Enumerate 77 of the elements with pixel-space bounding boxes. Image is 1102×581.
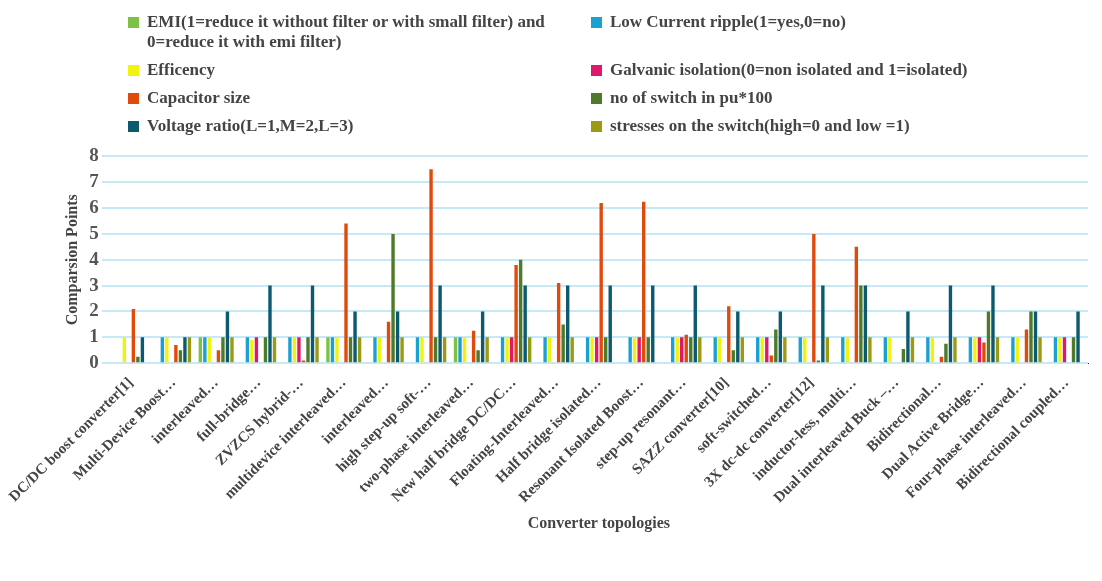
bar [344,223,348,363]
bar [906,311,910,363]
legend-label: EMI(1=reduce it without filter or with small filter) and 0=reduce it with emi filter) [147,12,546,52]
bar [1011,337,1015,363]
bar [888,337,892,363]
y-tick-label: 3 [89,273,99,295]
bar [1038,337,1042,363]
bar [599,202,603,363]
bar [944,343,948,363]
bar [505,337,509,363]
bar [543,337,547,363]
legend-label: stresses on the switch(high=0 and low =1) [610,116,910,136]
bar [783,337,787,363]
bar [373,337,377,363]
bar [178,350,183,363]
bar [774,329,778,363]
bar [438,285,442,363]
bar [268,285,272,363]
y-tick-label: 1 [89,325,99,347]
bar [561,324,565,363]
bar [216,350,221,363]
bar [476,350,480,363]
bar [973,337,977,363]
y-tick-label: 4 [89,247,100,269]
bar [250,339,254,363]
bar [953,337,957,363]
bar [769,355,773,363]
bar [485,337,489,363]
bar [628,337,632,363]
bar [812,233,816,363]
y-tick-label: 2 [89,299,99,321]
bar [1076,311,1080,363]
bar [353,311,357,363]
legend-label: Galvanic isolation(0=non isolated and 1=isolated) [610,60,968,80]
legend-label: Capacitor size [147,88,251,108]
y-tick-label: 7 [89,170,100,192]
bar [982,342,986,363]
bar [183,337,187,363]
x-axis-title: Converter topologies [527,513,671,532]
bar [637,337,641,363]
legend-label: Voltage ratio(L=1,M=2,L=3) [147,116,354,136]
y-tick-label: 0 [89,351,99,373]
bar [1058,337,1062,363]
bar [514,264,518,363]
legend-label: no of switch in pu*100 [610,88,773,108]
bar [991,285,995,363]
bar [288,337,292,363]
y-tick-label: 8 [89,144,99,166]
bar [926,337,930,363]
bar [335,337,339,363]
bar [315,337,319,363]
bar [859,285,863,363]
bar [590,337,594,363]
bar [391,233,395,363]
legend-label: Low Current ripple(1=yes,0=no) [610,12,846,32]
bar [174,345,178,363]
bar [203,337,207,363]
y-tick-label: 5 [89,221,99,243]
bar [1029,311,1033,363]
y-tick-label: 6 [89,196,99,217]
bar [136,356,140,363]
bar [731,350,735,363]
bar [221,337,225,363]
bar [523,285,527,363]
bar [165,337,169,363]
bar [306,337,310,363]
bar [821,285,825,363]
bar [400,337,404,363]
bar [868,337,872,363]
bar [230,337,234,363]
bar [458,337,462,363]
bar [429,169,433,363]
bar [297,337,301,363]
y-axis-title: Comparsion Points [62,194,81,326]
legend-label: Efficency [147,60,215,80]
bar [326,337,330,363]
bar [420,337,424,363]
